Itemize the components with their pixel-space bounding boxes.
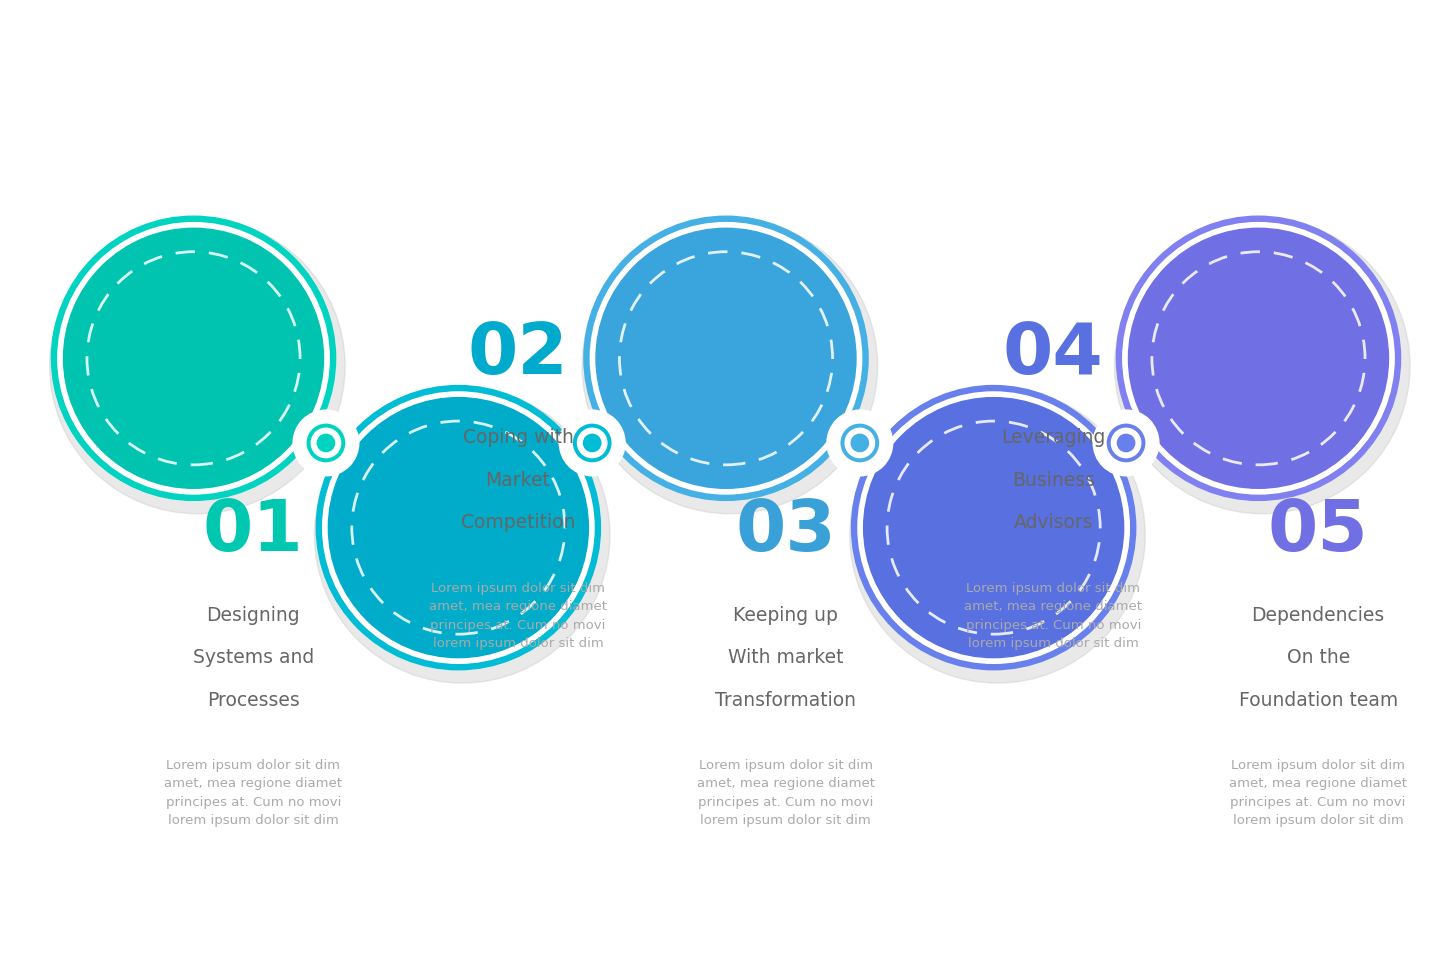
Circle shape xyxy=(51,217,335,501)
Circle shape xyxy=(851,385,1135,669)
Circle shape xyxy=(1093,410,1159,476)
Circle shape xyxy=(58,222,330,494)
Circle shape xyxy=(591,222,861,494)
Circle shape xyxy=(315,387,610,683)
Circle shape xyxy=(1115,219,1410,514)
Text: Lorem ipsum dolor sit dim
amet, mea regione diamet
principes at. Cum no movi
lor: Lorem ipsum dolor sit dim amet, mea regi… xyxy=(1230,759,1407,827)
Text: Lorem ipsum dolor sit dim
amet, mea regione diamet
principes at. Cum no movi
lor: Lorem ipsum dolor sit dim amet, mea regi… xyxy=(697,759,874,827)
Circle shape xyxy=(845,428,874,458)
Text: 02: 02 xyxy=(468,319,568,389)
Text: Transformation: Transformation xyxy=(716,691,857,710)
Circle shape xyxy=(839,422,880,464)
Circle shape xyxy=(318,434,334,452)
Circle shape xyxy=(858,392,1130,663)
Circle shape xyxy=(572,422,613,464)
Circle shape xyxy=(1122,222,1394,494)
Text: Processes: Processes xyxy=(206,691,299,710)
Circle shape xyxy=(322,392,594,663)
Circle shape xyxy=(1118,434,1134,452)
Text: With market: With market xyxy=(727,648,844,667)
Circle shape xyxy=(1105,422,1147,464)
Circle shape xyxy=(305,422,347,464)
Text: Market: Market xyxy=(485,470,550,490)
Text: Foundation team: Foundation team xyxy=(1239,691,1398,710)
Circle shape xyxy=(559,410,624,476)
Text: Lorem ipsum dolor sit dim
amet, mea regione diamet
principes at. Cum no movi
lor: Lorem ipsum dolor sit dim amet, mea regi… xyxy=(164,759,343,827)
Text: On the: On the xyxy=(1286,648,1350,667)
Text: 03: 03 xyxy=(735,497,836,566)
Text: 01: 01 xyxy=(203,497,303,566)
Circle shape xyxy=(1117,217,1401,501)
Circle shape xyxy=(828,410,893,476)
Circle shape xyxy=(1111,428,1141,458)
Circle shape xyxy=(1128,228,1388,488)
Text: Leveraging: Leveraging xyxy=(1000,428,1105,447)
Circle shape xyxy=(49,219,346,514)
Circle shape xyxy=(584,434,601,452)
Text: Advisors: Advisors xyxy=(1013,514,1093,532)
Circle shape xyxy=(584,217,868,501)
Text: Lorem ipsum dolor sit dim
amet, mea regione diamet
principes at. Cum no movi
lor: Lorem ipsum dolor sit dim amet, mea regi… xyxy=(964,581,1143,650)
Circle shape xyxy=(851,434,868,452)
Circle shape xyxy=(317,385,601,669)
Circle shape xyxy=(64,228,324,488)
Circle shape xyxy=(293,410,359,476)
Circle shape xyxy=(311,428,341,458)
Circle shape xyxy=(582,219,877,514)
Text: Systems and: Systems and xyxy=(193,648,314,667)
Text: Keeping up: Keeping up xyxy=(733,606,838,624)
Text: Dependencies: Dependencies xyxy=(1252,606,1385,624)
Text: Lorem ipsum dolor sit dim
amet, mea regione diamet
principes at. Cum no movi
lor: Lorem ipsum dolor sit dim amet, mea regi… xyxy=(428,581,607,650)
Circle shape xyxy=(849,387,1146,683)
Circle shape xyxy=(864,398,1124,658)
Circle shape xyxy=(578,428,607,458)
Text: 04: 04 xyxy=(1003,319,1104,389)
Text: 05: 05 xyxy=(1268,497,1368,566)
Text: Business: Business xyxy=(1012,470,1095,490)
Text: Designing: Designing xyxy=(206,606,301,624)
Text: Competition: Competition xyxy=(460,514,575,532)
Circle shape xyxy=(595,228,857,488)
Text: Coping with: Coping with xyxy=(463,428,574,447)
Circle shape xyxy=(328,398,588,658)
